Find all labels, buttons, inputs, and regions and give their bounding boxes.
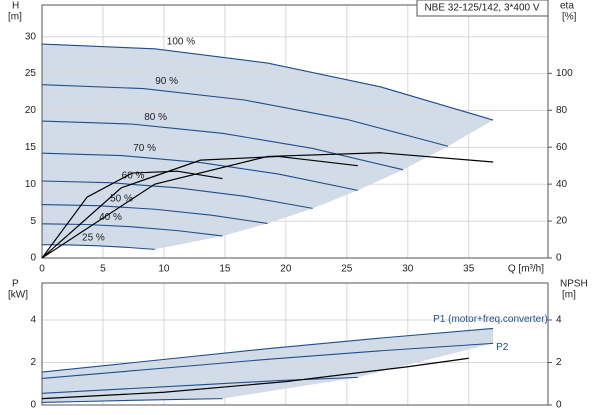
y2-axis-unit: [%]: [562, 12, 577, 23]
curve: [41, 84, 449, 147]
y2-tick-label: 4: [556, 315, 562, 326]
y-axis-unit: [kW]: [8, 290, 28, 301]
curve: [41, 120, 404, 171]
speed-label: 40 %: [99, 212, 122, 223]
y-tick-label: 4: [30, 315, 36, 326]
y-tick-label: 10: [25, 179, 37, 190]
y2-tick-label: 20: [556, 216, 568, 227]
operating-area: [42, 328, 494, 403]
y2-tick-label: 100: [556, 68, 573, 79]
y2-tick-label: 0: [556, 253, 562, 264]
speed-label: 70 %: [133, 143, 156, 154]
speed-label: 80 %: [144, 112, 167, 123]
curve: [41, 43, 494, 121]
y-tick-label: 20: [25, 105, 37, 116]
y2-axis-label: NPSH: [560, 279, 588, 290]
curve: [41, 203, 268, 225]
series-label: P2: [496, 342, 509, 353]
y-tick-label: 30: [25, 31, 37, 42]
series-label: P1 (motor+freq.converter): [433, 314, 548, 325]
x-tick-label: 35: [463, 264, 475, 275]
curve: [41, 223, 223, 237]
speed-label: 50 %: [110, 193, 133, 204]
curve: [41, 342, 494, 379]
speed-label: 90 %: [155, 76, 178, 87]
plot-frame: [41, 4, 549, 259]
y-tick-label: 0: [30, 400, 36, 411]
x-tick-label: 30: [402, 264, 414, 275]
x-tick-label: 10: [158, 264, 170, 275]
curve: [41, 327, 494, 373]
y-tick-label: 5: [30, 216, 36, 227]
speed-label: 60 %: [122, 170, 145, 181]
curve: [41, 357, 469, 400]
y2-tick-label: 0: [556, 400, 562, 411]
y2-axis-unit: [m]: [562, 290, 576, 301]
y2-tick-label: 40: [556, 179, 568, 190]
y2-tick-label: 60: [556, 142, 568, 153]
y-tick-label: 2: [30, 357, 36, 368]
speed-label: 100 %: [167, 36, 195, 47]
y2-tick-label: 2: [556, 357, 562, 368]
x-tick-label: 15: [219, 264, 231, 275]
operating-area: [42, 44, 494, 250]
y-tick-label: 15: [25, 142, 37, 153]
y-axis-unit: [m]: [8, 12, 22, 23]
chart-title: NBE 32-125/142, 3*400 V: [424, 3, 539, 14]
curve: [41, 398, 223, 403]
plot-frame: [41, 282, 549, 406]
y-axis-label: P: [12, 279, 19, 290]
title-box: [416, 0, 549, 17]
x-tick-label: 25: [341, 264, 353, 275]
y-axis-label: H: [12, 1, 19, 12]
speed-label: 25 %: [82, 233, 105, 244]
y-tick-label: 0: [30, 253, 36, 264]
curve: [41, 155, 358, 259]
x-tick-label: 0: [39, 264, 45, 275]
y-tick-label: 25: [25, 68, 37, 79]
curve: [41, 180, 313, 209]
curve: [41, 244, 155, 250]
curve: [41, 170, 223, 259]
x-tick-label: 20: [280, 264, 292, 275]
x-axis-label: Q [m³/h]: [508, 264, 544, 275]
y2-tick-label: 80: [556, 105, 568, 116]
y2-axis-label: eta: [560, 1, 574, 12]
x-tick-label: 5: [100, 264, 106, 275]
curve: [41, 152, 358, 191]
